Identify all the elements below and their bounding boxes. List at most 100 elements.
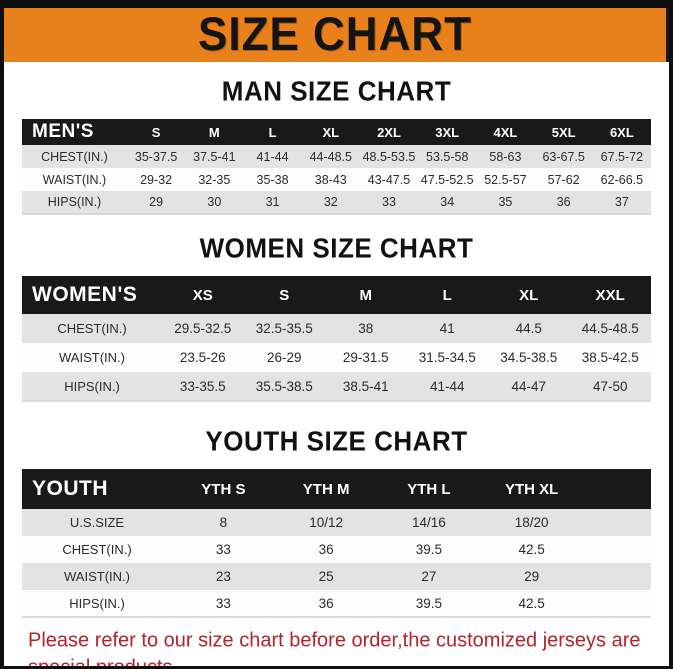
size-value-cell: 47.5-52.5 (420, 172, 474, 187)
size-value-cell: 41-44 (429, 378, 465, 394)
size-value-cell: 23.5-26 (179, 350, 226, 365)
table-title-cell: MEN'S (32, 121, 94, 142)
size-column-header: S (151, 124, 161, 140)
size-value-cell: 41 (439, 321, 455, 336)
youth-size-table-container: YOUTH YTH S YTH M YTH L YTH XL U.S.SIZE 8 10/12… (22, 469, 651, 618)
size-value-cell: 30 (207, 195, 222, 209)
size-value-cell: 43-47.5 (367, 172, 411, 187)
row-label-cell: WAIST(IN.) (59, 350, 125, 365)
size-column-header: YTH S (201, 480, 246, 498)
table-row: WAIST(IN.) 29-32 32-35 35-38 38-43 43-47.5 47.… (22, 168, 651, 191)
filler-cell (583, 590, 651, 617)
size-value-cell: 42.5 (518, 542, 545, 557)
size-value-cell: 39.5 (415, 542, 443, 557)
size-value-cell: 38.5-42.5 (581, 350, 639, 365)
size-value-cell: 33 (382, 195, 396, 209)
size-column-header: L (442, 286, 452, 304)
size-table: YOUTH YTH S YTH M YTH L YTH XL U.S.SIZE 8 10/12… (22, 469, 651, 618)
women-size-chart-heading: WOMEN SIZE CHART (199, 232, 474, 264)
size-column-header: XL (322, 124, 340, 140)
filler-cell (583, 509, 651, 536)
table-row: HIPS(IN.) 33-35.5 35.5-38.5 38.5-41 41-44 44-… (22, 372, 651, 401)
table-row: U.S.SIZE 8 10/12 14/16 18/20 (22, 509, 651, 536)
size-table: MEN'S S M L XL 2XL 3XL 4XL 5XL 6XL CHEST(IN.) 35-37… (22, 119, 651, 215)
row-label-cell: HIPS(IN.) (64, 378, 120, 394)
size-value-cell: 57-62 (547, 172, 580, 187)
size-column-header: 6XL (609, 124, 634, 140)
size-value-cell: 38.5-41 (342, 378, 389, 394)
size-value-cell: 29 (149, 195, 164, 209)
size-value-cell: 8 (219, 515, 228, 530)
table-header-row: WOMEN'S XS S M L XL XXL (22, 276, 651, 314)
table-row: HIPS(IN.) 33 36 39.5 42.5 (22, 590, 651, 617)
size-value-cell: 38-43 (314, 172, 347, 187)
size-column-header: YTH M (302, 480, 350, 498)
size-value-cell: 44-47 (511, 378, 547, 394)
size-value-cell: 33 (215, 542, 231, 557)
size-value-cell: 33-35.5 (179, 378, 226, 394)
size-column-header: XL (519, 286, 539, 304)
size-value-cell: 67.5-72 (600, 149, 644, 164)
man-size-table-container: MEN'S S M L XL 2XL 3XL 4XL 5XL 6XL CHEST(IN.) 35-37… (22, 119, 651, 215)
size-value-cell: 32-35 (198, 172, 231, 187)
size-column-header: L (268, 124, 277, 140)
size-value-cell: 32 (323, 195, 338, 209)
size-value-cell: 42.5 (518, 595, 545, 611)
size-value-cell: 34 (440, 195, 455, 209)
section-man-size-chart: MAN SIZE CHART MEN'S S M L XL 2XL 3XL 4XL 5XL 6XL… (4, 75, 669, 215)
size-value-cell: 62-66.5 (600, 172, 644, 187)
table-header-row: YOUTH YTH S YTH M YTH L YTH XL (22, 469, 651, 509)
title-banner: SIZE CHART (4, 8, 669, 62)
size-value-cell: 36 (556, 195, 571, 209)
size-value-cell: 44.5-48.5 (581, 321, 639, 336)
size-column-header: YTH L (407, 480, 451, 498)
size-table: WOMEN'S XS S M L XL XXL CHEST(IN.) 29.5-32.5 32.5… (22, 276, 651, 402)
size-value-cell: 44-48.5 (309, 149, 352, 164)
size-value-cell: 47-50 (592, 378, 628, 394)
size-value-cell: 36 (318, 595, 334, 611)
filler-cell (583, 469, 651, 509)
table-row: HIPS(IN.) 29 30 31 32 33 34 35 36 37 (22, 191, 651, 214)
table-title-cell: YOUTH (32, 477, 108, 500)
size-value-cell: 34.5-38.5 (500, 350, 558, 365)
size-column-header: XS (192, 286, 213, 304)
size-value-cell: 36 (318, 542, 334, 557)
filler-cell (583, 563, 651, 590)
size-value-cell: 29 (524, 569, 540, 584)
size-value-cell: 35-37.5 (134, 149, 178, 164)
row-label-cell: U.S.SIZE (69, 515, 125, 530)
row-label-cell: HIPS(IN.) (47, 195, 102, 209)
size-value-cell: 38 (358, 321, 374, 336)
size-value-cell: 14/16 (411, 515, 446, 530)
size-column-header: 3XL (435, 124, 460, 140)
row-label-cell: HIPS(IN.) (69, 595, 125, 611)
size-value-cell: 37 (614, 195, 629, 209)
size-value-cell: 27 (421, 569, 437, 584)
size-value-cell: 35.5-38.5 (255, 378, 313, 394)
size-value-cell: 29-32 (140, 172, 173, 187)
footer-disclaimer: Please refer to our size chart before or… (28, 627, 659, 669)
youth-size-chart-heading: YOUTH SIZE CHART (205, 425, 468, 457)
size-value-cell: 53.5-58 (426, 149, 469, 164)
size-value-cell: 31 (265, 195, 280, 209)
size-value-cell: 37.5-41 (193, 149, 236, 164)
row-label-cell: WAIST(IN.) (42, 172, 107, 187)
filler-cell (583, 536, 651, 563)
women-size-table-container: WOMEN'S XS S M L XL XXL CHEST(IN.) 29.5-32.5 32.5… (22, 276, 651, 402)
row-label-cell: WAIST(IN.) (64, 569, 130, 584)
table-row: CHEST(IN.) 35-37.5 37.5-41 41-44 44-48.5 48.5… (22, 145, 651, 168)
size-value-cell: 18/20 (514, 515, 549, 530)
size-value-cell: 29-31.5 (342, 350, 389, 365)
size-column-header: XXL (595, 286, 625, 304)
size-column-header: YTH XL (504, 480, 559, 498)
row-label-cell: CHEST(IN.) (57, 321, 127, 336)
size-value-cell: 48.5-53.5 (362, 149, 416, 164)
size-value-cell: 33 (215, 595, 231, 611)
footer-disclaimer-line1: Please refer to our size chart before or… (28, 629, 641, 669)
size-value-cell: 32.5-35.5 (255, 321, 313, 336)
size-value-cell: 23 (215, 569, 231, 584)
size-value-cell: 63-67.5 (542, 149, 585, 164)
size-value-cell: 39.5 (415, 595, 443, 611)
size-value-cell: 31.5-34.5 (418, 350, 476, 365)
